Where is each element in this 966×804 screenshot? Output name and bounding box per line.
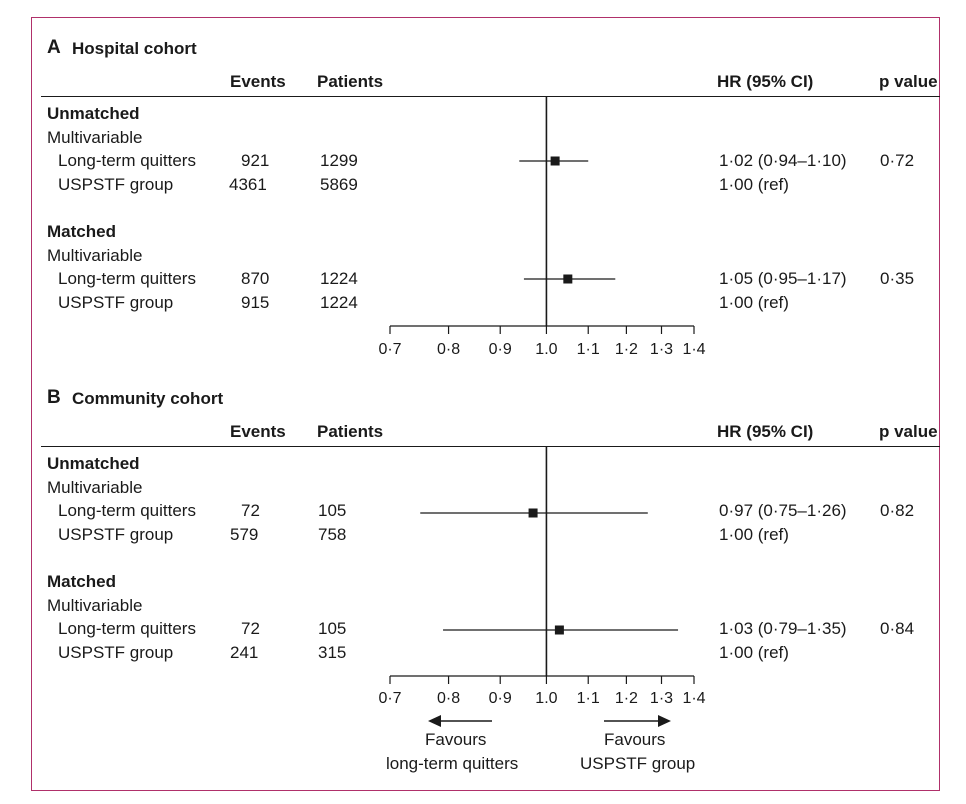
row-label: USPSTF group xyxy=(58,643,174,662)
col-events-header: Events xyxy=(230,422,286,441)
row-patients: 5869 xyxy=(320,175,358,194)
row-p: 0·35 xyxy=(880,269,915,288)
row-label: Long-term quitters xyxy=(58,269,196,288)
col-hr-header: HR (95% CI) xyxy=(717,422,814,441)
x-tick-label: 1·1 xyxy=(577,690,600,707)
x-tick-label: 1·2 xyxy=(615,690,638,707)
col-events-header: Events xyxy=(230,72,286,91)
model-label: Multivariable xyxy=(47,246,143,265)
x-tick-label: 1·2 xyxy=(615,341,638,358)
row-label: USPSTF group xyxy=(58,293,174,312)
x-tick-label: 1·3 xyxy=(650,690,673,707)
model-label: Multivariable xyxy=(47,478,143,497)
row-patients: 1224 xyxy=(320,269,358,288)
x-tick-label: 0·7 xyxy=(378,690,401,707)
x-tick-label: 1.0 xyxy=(535,341,557,358)
col-patients-header: Patients xyxy=(317,422,384,441)
row-p: 0·84 xyxy=(880,619,915,638)
col-patients-header: Patients xyxy=(317,72,384,91)
row-hr: 0·97 (0·75–1·26) xyxy=(719,501,847,520)
row-events: 72 xyxy=(241,501,260,520)
header-rule xyxy=(41,446,940,447)
row-events: 579 xyxy=(230,525,259,544)
group-name: Matched xyxy=(47,572,116,591)
row-events: 4361 xyxy=(229,175,267,194)
x-tick-label: 1·4 xyxy=(682,690,705,707)
row-events: 72 xyxy=(241,619,260,638)
figure-frame xyxy=(31,17,940,791)
favours-right-line2: USPSTF group xyxy=(580,754,696,773)
x-tick-label: 0·9 xyxy=(489,341,512,358)
model-label: Multivariable xyxy=(47,128,143,147)
favours-left-arrow-head xyxy=(428,715,441,727)
row-patients: 758 xyxy=(318,525,347,544)
panel-a-title: Hospital cohort xyxy=(72,39,197,58)
row-hr: 1·00 (ref) xyxy=(719,525,789,544)
hr-point xyxy=(550,156,560,166)
hr-point xyxy=(554,625,564,635)
group-name: Matched xyxy=(47,222,116,241)
x-tick-label: 0·9 xyxy=(489,690,512,707)
row-p: 0·72 xyxy=(880,151,915,170)
row-events: 241 xyxy=(230,643,259,662)
row-label: Long-term quitters xyxy=(58,619,196,638)
col-p-header: p value xyxy=(879,72,938,91)
x-tick-label: 0·8 xyxy=(437,690,460,707)
panel-b-title: Community cohort xyxy=(72,389,224,408)
row-patients: 315 xyxy=(318,643,347,662)
row-events: 921 xyxy=(241,151,270,170)
favours-left-line2: long-term quitters xyxy=(386,754,519,773)
x-tick-label: 1·3 xyxy=(650,341,673,358)
col-hr-header: HR (95% CI) xyxy=(717,72,814,91)
x-tick-label: 1·4 xyxy=(682,341,705,358)
row-hr: 1·00 (ref) xyxy=(719,293,789,312)
row-events: 915 xyxy=(241,293,270,312)
x-tick-label: 1.0 xyxy=(535,690,557,707)
row-label: USPSTF group xyxy=(58,525,174,544)
favours-right-arrow-head xyxy=(658,715,671,727)
row-patients: 105 xyxy=(318,501,347,520)
favours-right-line1: Favours xyxy=(604,730,666,749)
row-patients: 1224 xyxy=(320,293,358,312)
row-label: Long-term quitters xyxy=(58,151,196,170)
row-label: Long-term quitters xyxy=(58,501,196,520)
group-name: Unmatched xyxy=(47,104,140,123)
row-p: 0·82 xyxy=(880,501,915,520)
hr-point xyxy=(528,508,538,518)
model-label: Multivariable xyxy=(47,596,143,615)
panel-b-letter: B xyxy=(47,387,61,408)
row-label: USPSTF group xyxy=(58,175,174,194)
x-tick-label: 0·8 xyxy=(437,341,460,358)
col-p-header: p value xyxy=(879,422,938,441)
header-rule xyxy=(41,96,940,97)
row-hr: 1·05 (0·95–1·17) xyxy=(719,269,847,288)
row-events: 870 xyxy=(241,269,270,288)
row-hr: 1·03 (0·79–1·35) xyxy=(719,619,847,638)
row-hr: 1·00 (ref) xyxy=(719,643,789,662)
row-patients: 1299 xyxy=(320,151,358,170)
panel-a-letter: A xyxy=(47,37,61,58)
row-hr: 1·00 (ref) xyxy=(719,175,789,194)
row-patients: 105 xyxy=(318,619,347,638)
row-hr: 1·02 (0·94–1·10) xyxy=(719,151,847,170)
hr-point xyxy=(563,274,573,284)
group-name: Unmatched xyxy=(47,454,140,473)
x-tick-label: 0·7 xyxy=(378,341,401,358)
x-tick-label: 1·1 xyxy=(577,341,600,358)
favours-left-line1: Favours xyxy=(425,730,487,749)
